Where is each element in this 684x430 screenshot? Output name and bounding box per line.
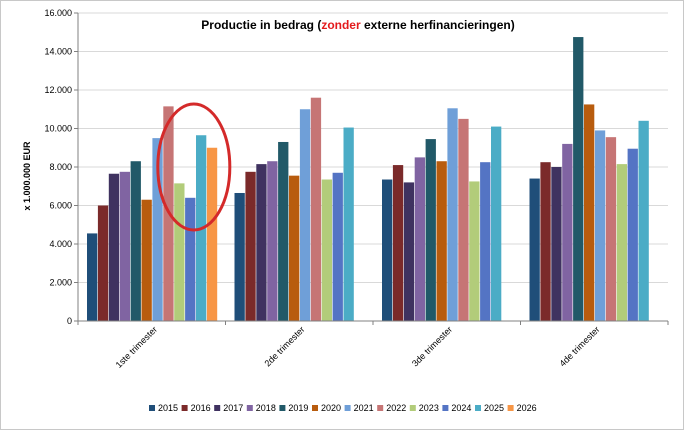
bar-2024-2 [332, 172, 343, 321]
bar-2020-3 [436, 161, 447, 321]
category-label: 4de trimester [557, 324, 601, 368]
legend: 2015 2016 2017 2018 2019 2020 2021 2022 2023 2024… [149, 403, 537, 413]
annotation [156, 102, 232, 232]
bar-2016-2 [245, 171, 256, 321]
legend-swatch-2018 [246, 405, 253, 411]
legend-label-2025: 2025 [484, 403, 504, 413]
chart-title: Productie in bedrag (zonder externe herf… [201, 18, 514, 32]
legend-swatch-2016 [181, 405, 188, 411]
legend-label-2018: 2018 [256, 403, 276, 413]
bar-2025-3 [491, 126, 502, 321]
category-label: 1ste trimester [114, 324, 160, 370]
legend-label-2017: 2017 [223, 403, 243, 413]
x-axis [77, 13, 669, 325]
legend-label-2019: 2019 [288, 403, 308, 413]
legend-label-2024: 2024 [451, 403, 471, 413]
category-labels: 1ste trimester 2de trimester 3de trimester… [114, 324, 602, 370]
bar-2023-2 [321, 179, 332, 321]
bar-2018-2 [267, 161, 278, 321]
bar-2023-4 [616, 164, 627, 321]
bar-2022-2 [310, 97, 322, 321]
bar-2017-2 [256, 164, 267, 321]
title-highlight: zonder [321, 18, 361, 32]
bar-2023-3 [469, 181, 480, 321]
bar-2021-1 [152, 138, 163, 321]
y-tick-label: 2.000 [49, 278, 72, 288]
legend-label-2020: 2020 [321, 403, 341, 413]
bar-2021-4 [594, 130, 606, 321]
category-label: 3de trimester [410, 324, 454, 368]
legend-swatch-2025 [475, 405, 481, 411]
bar-2017-1 [108, 173, 120, 321]
bar-2020-2 [289, 175, 300, 321]
legend-label-2016: 2016 [191, 403, 211, 413]
bar-2024-1 [185, 197, 196, 321]
y-tick-label: 8.000 [49, 162, 72, 172]
legend-swatch-2019 [279, 405, 286, 411]
bars [87, 37, 649, 321]
y-tick-label: 16.000 [44, 8, 72, 18]
bar-2019-3 [425, 139, 436, 321]
bar-2019-1 [130, 161, 141, 321]
bar-2015-3 [382, 179, 393, 321]
y-tick-label: 0 [67, 316, 72, 326]
bar-2016-3 [392, 165, 404, 321]
bar-2018-3 [414, 157, 425, 321]
legend-label-2026: 2026 [517, 403, 537, 413]
bar-2015-2 [234, 192, 245, 321]
bar-2015-4 [529, 178, 540, 321]
bar-2020-1 [141, 199, 152, 321]
y-tick-label: 14.000 [44, 47, 72, 57]
bar-2022-3 [458, 118, 469, 321]
bar-2024-3 [480, 162, 491, 321]
legend-swatch-2023 [409, 405, 416, 411]
bar-2016-4 [540, 162, 551, 321]
legend-swatch-2022 [377, 405, 384, 411]
legend-swatch-2015 [149, 405, 155, 411]
legend-label-2021: 2021 [354, 403, 374, 413]
bar-2015-1 [87, 233, 98, 321]
bar-2017-3 [403, 182, 415, 321]
title-part-before: Productie in bedrag ( [201, 18, 321, 32]
y-tick-label: 6.000 [49, 201, 72, 211]
bar-2018-4 [562, 143, 573, 321]
bar-2021-2 [299, 109, 311, 321]
legend-swatch-2020 [312, 405, 318, 411]
y-tick-label: 12.000 [44, 85, 72, 95]
bar-2025-2 [343, 127, 354, 321]
bar-2024-4 [627, 148, 638, 321]
title-part-after: externe herfinancieringen) [361, 18, 515, 32]
y-tick-label: 4.000 [49, 239, 72, 249]
bar-2025-4 [638, 120, 649, 321]
bar-2023-1 [174, 183, 185, 321]
legend-label-2022: 2022 [386, 403, 406, 413]
bar-2016-1 [97, 205, 109, 321]
bar-2020-4 [584, 104, 595, 321]
bar-2017-4 [551, 167, 562, 321]
legend-swatch-2021 [344, 405, 351, 411]
legend-label-2023: 2023 [419, 403, 439, 413]
bar-2026-1 [206, 147, 218, 321]
legend-swatch-2017 [214, 405, 221, 411]
bar-2021-3 [447, 108, 458, 321]
y-axis-label: x 1.000.000 EUR [22, 141, 32, 211]
bar-2018-1 [119, 171, 130, 321]
y-tick-label: 10.000 [44, 124, 72, 134]
category-label: 2de trimester [262, 324, 306, 368]
legend-swatch-2026 [507, 405, 514, 411]
bar-2022-4 [605, 137, 617, 321]
highlight-ellipse [156, 102, 232, 232]
legend-label-2015: 2015 [158, 403, 178, 413]
bar-2019-2 [278, 141, 289, 321]
y-axis-ticks: 0 2.000 4.000 6.000 8.000 10.000 12.000 14.000 1… [44, 8, 78, 326]
legend-swatch-2024 [442, 405, 449, 411]
bar-2019-4 [573, 37, 584, 321]
